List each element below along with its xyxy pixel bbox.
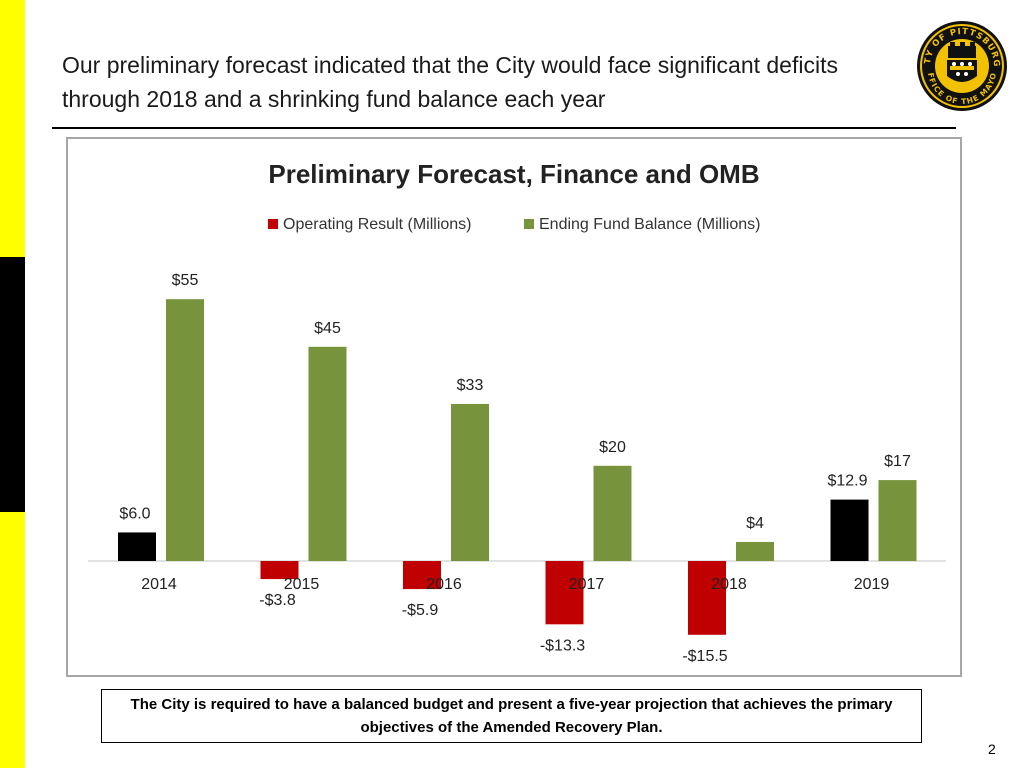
data-label-ending-fund-balance-2017: $20 — [599, 439, 626, 456]
x-tick-label-2014: 2014 — [141, 576, 177, 593]
city-seal-logo: CITY OF PITTSBURGH OFFICE OF THE MAYOR — [916, 20, 1007, 111]
data-label-ending-fund-balance-2016: $33 — [457, 377, 484, 394]
x-tick-label-2018: 2018 — [711, 576, 747, 593]
data-label-ending-fund-balance-2018: $4 — [746, 515, 764, 532]
slide-title: Our preliminary forecast indicated that … — [62, 52, 838, 112]
bar-operating-result-2016 — [403, 561, 441, 590]
note-callout: The City is required to have a balanced … — [101, 689, 922, 743]
data-label-operating-result-2018: -$15.5 — [682, 648, 727, 665]
bar-ending-fund-balance-2018 — [736, 541, 774, 561]
data-label-operating-result-2019: $12.9 — [827, 473, 867, 490]
legend-swatch-ending-fund-balance — [524, 219, 534, 229]
chart-title: Preliminary Forecast, Finance and OMB — [268, 159, 759, 189]
bar-ending-fund-balance-2015 — [308, 346, 347, 561]
chart-frame: Preliminary Forecast, Finance and OMB Ope… — [66, 137, 962, 677]
data-label-operating-result-2016: -$5.9 — [402, 602, 439, 619]
x-tick-label-2015: 2015 — [284, 576, 320, 593]
bar-ending-fund-balance-2016 — [451, 403, 489, 561]
bar-operating-result-2014 — [118, 532, 156, 561]
bar-ending-fund-balance-2019 — [878, 480, 917, 561]
legend-label-ending-fund-balance: Ending Fund Balance (Millions) — [539, 216, 760, 233]
data-label-operating-result-2017: -$13.3 — [540, 637, 585, 654]
note-text: The City is required to have a balanced … — [130, 696, 893, 736]
side-accent-bar-dark — [0, 257, 25, 512]
bar-operating-result-2019 — [830, 499, 869, 561]
bar-ending-fund-balance-2017 — [593, 465, 632, 561]
data-label-operating-result-2014: $6.0 — [119, 505, 150, 522]
forecast-bar-chart: Preliminary Forecast, Finance and OMB Ope… — [88, 159, 946, 665]
data-label-operating-result-2015: -$3.8 — [259, 592, 296, 609]
x-tick-label-2019: 2019 — [854, 576, 890, 593]
title-divider — [52, 127, 956, 129]
x-tick-label-2016: 2016 — [426, 576, 462, 593]
data-label-ending-fund-balance-2019: $17 — [884, 453, 911, 470]
page-number: 2 — [988, 741, 996, 757]
bar-operating-result-2018 — [688, 561, 726, 635]
legend-swatch-operating-result — [268, 219, 278, 229]
data-label-ending-fund-balance-2015: $45 — [314, 320, 341, 337]
bar-operating-result-2017 — [545, 561, 584, 625]
bar-operating-result-2015 — [260, 561, 299, 580]
legend-label-operating-result: Operating Result (Millions) — [283, 216, 472, 233]
data-label-ending-fund-balance-2014: $55 — [172, 272, 199, 289]
x-tick-label-2017: 2017 — [569, 576, 605, 593]
bar-ending-fund-balance-2014 — [166, 299, 204, 561]
